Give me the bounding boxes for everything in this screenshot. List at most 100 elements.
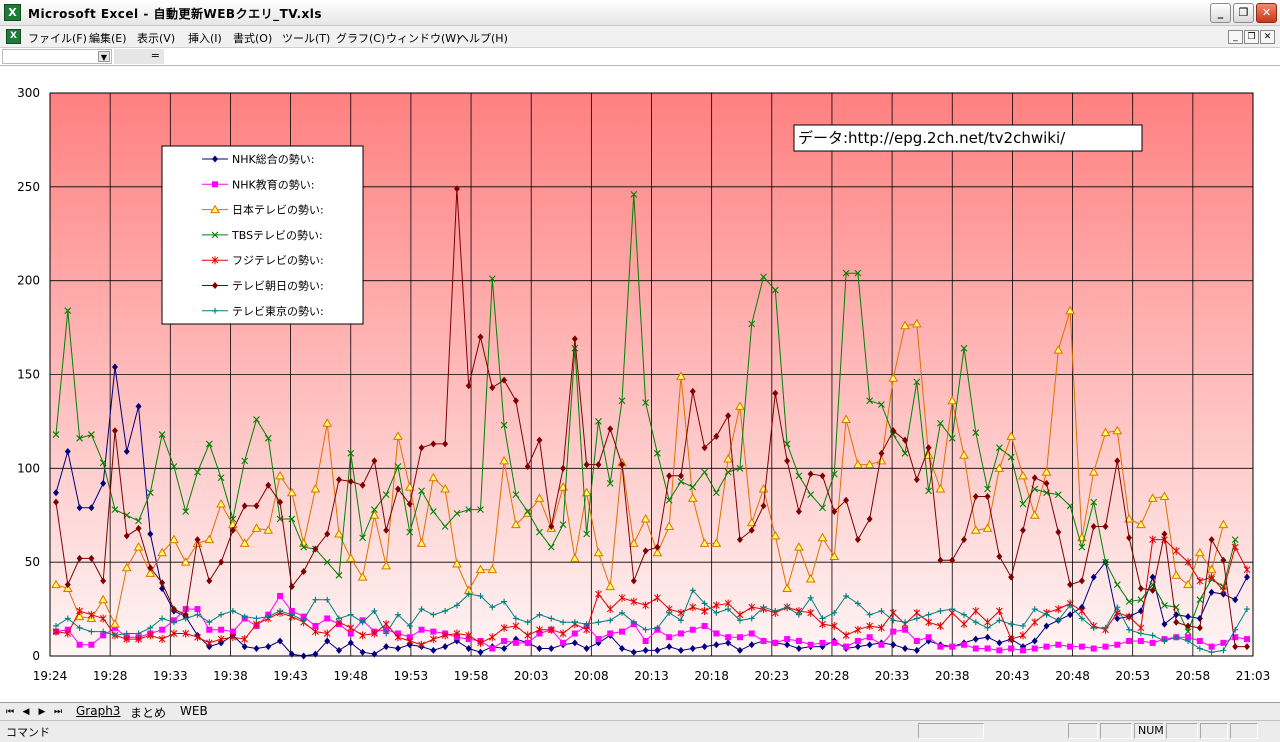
data-point	[1112, 425, 1123, 435]
data-point	[1218, 519, 1229, 529]
legend-entry: NHK総合の勢い:	[232, 152, 314, 166]
menu-window[interactable]: ウィンドウ(W)	[386, 32, 461, 45]
data-point	[548, 523, 555, 531]
data-point	[854, 269, 862, 277]
menu-chart[interactable]: グラフ(C)	[336, 32, 386, 45]
menu-help[interactable]: ヘルプ(H)	[458, 32, 508, 45]
data-point	[807, 491, 815, 498]
x-tick-label: 20:58	[1176, 669, 1211, 683]
menu-view[interactable]: 表示(V)	[137, 32, 176, 45]
data-point	[687, 493, 698, 502]
sheet-tab-graph3[interactable]: Graph3	[76, 704, 121, 718]
legend-marker	[210, 204, 220, 214]
data-point	[218, 558, 225, 566]
data-point	[347, 623, 355, 632]
data-point	[970, 525, 981, 534]
x-tick-label: 20:53	[1115, 669, 1150, 683]
line-chart[interactable]: 0 50 100 150 200 250 300 19:24 19:28 19:33 19:38 19…	[0, 66, 1280, 702]
data-point	[1220, 639, 1227, 646]
doc-close-icon[interactable]: ✕	[1260, 30, 1275, 44]
data-point	[571, 344, 579, 352]
data-point	[416, 538, 427, 547]
menu-tools[interactable]: ツール(T)	[282, 32, 331, 45]
formula-equals[interactable]: =	[114, 49, 164, 64]
doc-restore-icon[interactable]: ❐	[1244, 30, 1259, 44]
data-point	[748, 526, 755, 534]
data-point	[583, 530, 591, 538]
data-point	[99, 459, 107, 467]
data-point	[654, 646, 661, 654]
last-sheet-icon[interactable]: ⏭	[53, 707, 63, 717]
data-point	[429, 508, 437, 515]
data-point	[1114, 457, 1121, 465]
prev-sheet-icon[interactable]: ◀	[22, 707, 30, 717]
data-point	[159, 615, 166, 622]
first-sheet-icon[interactable]: ⏮	[5, 707, 15, 717]
data-point	[618, 397, 626, 405]
close-icon[interactable]: ✕	[1256, 3, 1277, 23]
data-point	[1066, 502, 1074, 510]
x-tick-label: 19:58	[454, 669, 489, 683]
excel-app-icon[interactable]: X	[4, 4, 21, 21]
legend-marker	[212, 155, 218, 163]
data-point	[1232, 596, 1239, 604]
data-point	[371, 650, 378, 658]
data-point	[512, 639, 519, 646]
data-point	[1185, 613, 1192, 621]
doc-minimize-icon[interactable]: _	[1228, 30, 1243, 44]
data-point	[619, 628, 626, 635]
data-point	[1102, 643, 1109, 650]
menu-edit[interactable]: 編集(E)	[89, 32, 127, 45]
data-point	[345, 553, 356, 562]
data-point	[217, 474, 225, 482]
data-point	[336, 476, 343, 484]
data-point	[960, 641, 967, 648]
menu-insert[interactable]: 挿入(I)	[188, 32, 222, 45]
data-point	[1231, 536, 1239, 544]
data-point	[888, 373, 899, 382]
data-point	[1206, 564, 1217, 574]
data-point	[583, 461, 590, 469]
data-point	[87, 431, 95, 438]
y-tick-label: 250	[17, 180, 40, 194]
data-point	[677, 478, 685, 485]
name-box[interactable]: ▼	[2, 49, 112, 64]
menu-file[interactable]: ファイル(F)	[28, 32, 87, 45]
data-point	[630, 577, 637, 585]
x-tick-label: 19:43	[273, 669, 308, 683]
data-point	[394, 463, 402, 470]
data-point	[1008, 621, 1015, 628]
minimize-icon[interactable]: _	[1210, 3, 1231, 23]
data-point	[512, 397, 519, 405]
menu-format[interactable]: 書式(O)	[233, 32, 273, 45]
data-point	[442, 643, 449, 651]
data-point	[1137, 584, 1144, 592]
data-point	[795, 507, 802, 515]
sheet-tab-summary[interactable]: まとめ	[130, 706, 167, 720]
data-point	[784, 641, 791, 649]
dropdown-arrow-icon[interactable]: ▼	[98, 51, 110, 62]
sheet-tab-web[interactable]: WEB	[180, 704, 208, 718]
data-point	[394, 485, 401, 493]
data-point	[1090, 498, 1098, 506]
data-point	[205, 440, 213, 448]
data-point	[748, 630, 755, 637]
data-point	[677, 617, 684, 624]
data-point	[229, 628, 236, 635]
data-point	[1172, 546, 1180, 555]
chart-sheet[interactable]: 0 50 100 150 200 250 300 19:24 19:28 19:33 19:38 19…	[0, 66, 1280, 702]
data-point	[725, 606, 732, 613]
data-point	[772, 389, 779, 397]
series-7	[53, 587, 1250, 656]
data-point	[911, 318, 922, 328]
next-sheet-icon[interactable]: ▶	[38, 707, 46, 717]
data-point	[323, 558, 331, 566]
workbook-icon[interactable]: X	[6, 29, 21, 44]
data-point	[501, 637, 508, 644]
legend-entry: フジテレビの勢い:	[232, 253, 324, 267]
restore-icon[interactable]: ❐	[1233, 3, 1254, 23]
data-point	[630, 597, 638, 606]
data-point	[394, 633, 402, 642]
status-mode: コマンド	[6, 726, 50, 739]
data-point	[900, 320, 910, 330]
